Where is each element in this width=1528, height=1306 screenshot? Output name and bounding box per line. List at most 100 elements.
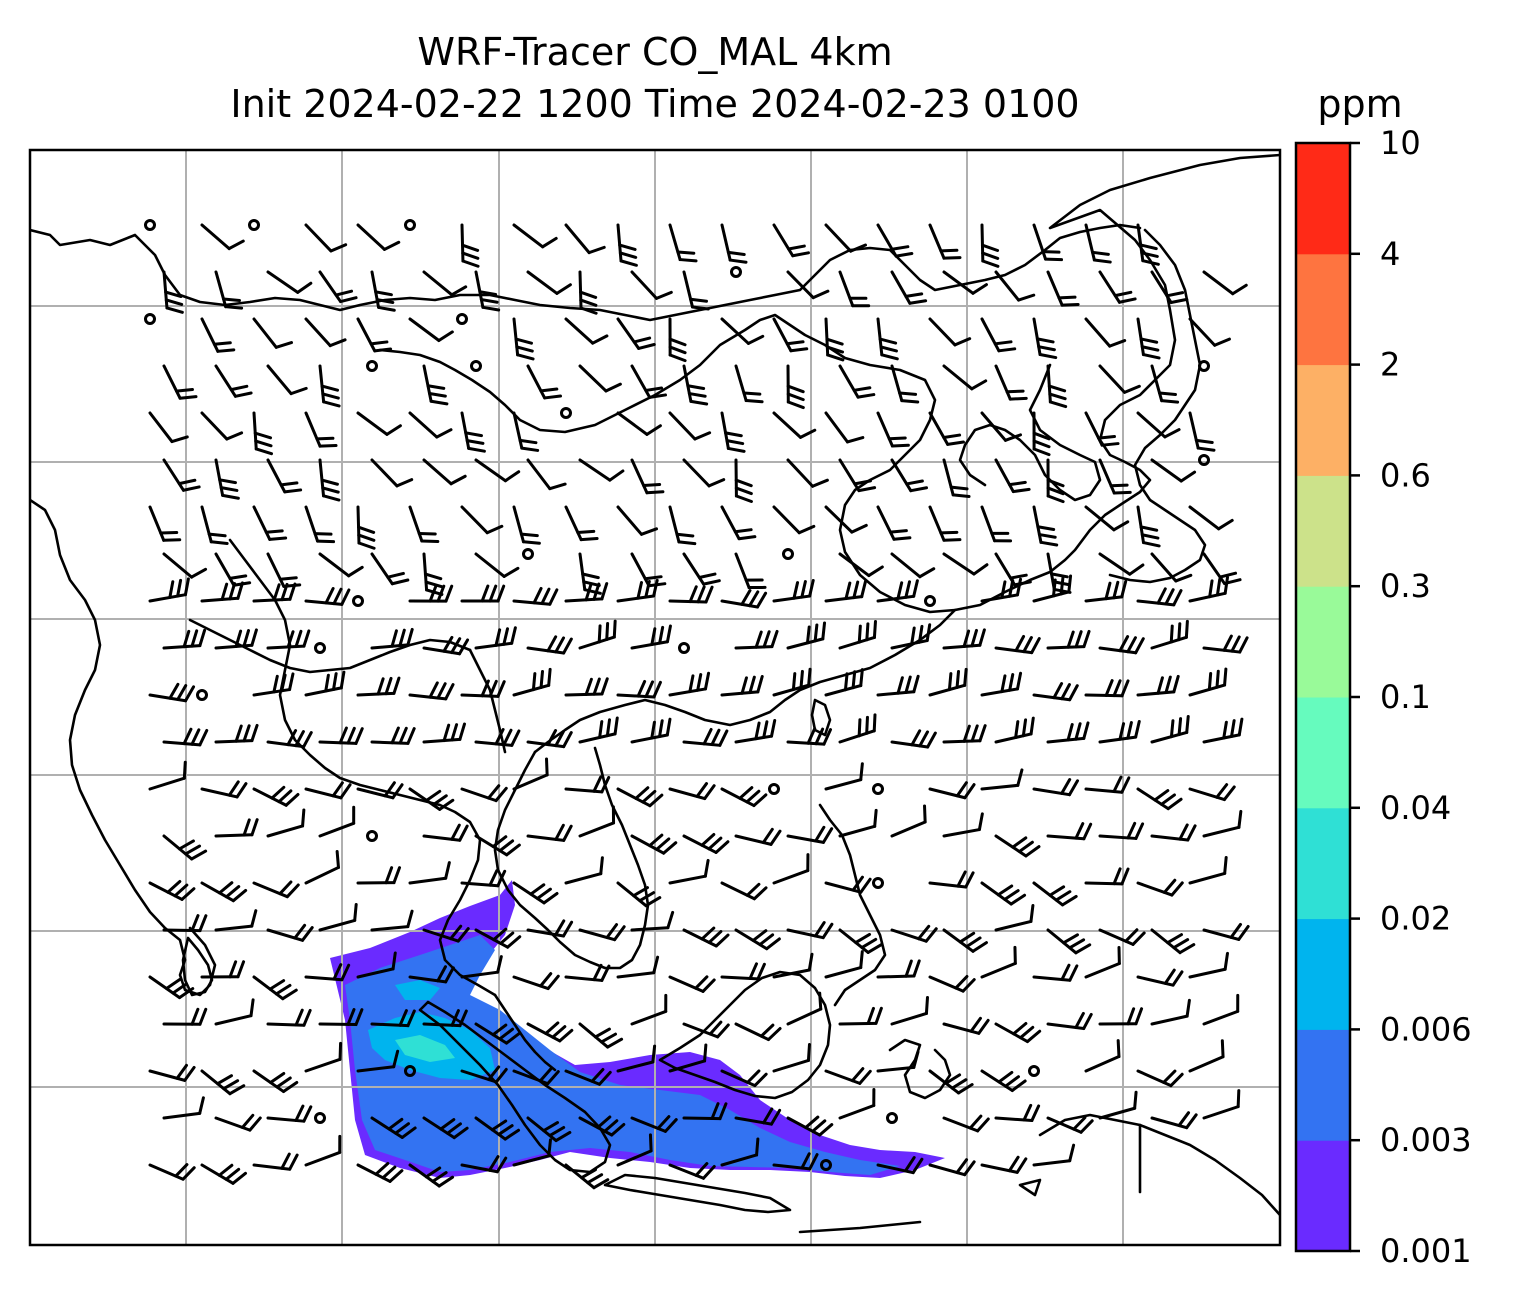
wind-barb [252, 317, 294, 349]
wind-barb [876, 223, 914, 258]
wind-barb [474, 552, 520, 578]
wind-barb [460, 505, 504, 535]
wind-barb [890, 804, 927, 838]
wind-barb [734, 458, 753, 503]
wind-barb [356, 317, 393, 353]
wind-barb [408, 861, 451, 885]
colorbar-tick-label: 0.3 [1380, 567, 1431, 605]
wind-barb [370, 909, 414, 932]
wind-barb [162, 914, 208, 933]
wind-barb [876, 505, 912, 541]
wind-barb [318, 726, 364, 745]
wind-barb [720, 505, 757, 541]
wind-barb [994, 716, 1035, 744]
calm-wind-circle [820, 1159, 832, 1171]
wind-barb [356, 223, 401, 251]
wind-barb [1084, 579, 1128, 603]
wind-barb [252, 880, 300, 899]
wind-barb [994, 1103, 1041, 1122]
wind-barb [370, 627, 414, 650]
wind-barb [720, 786, 768, 808]
wind-barb [720, 317, 765, 345]
wind-barb [1046, 270, 1080, 307]
calm-wind-circle [404, 1065, 416, 1077]
wind-barb [474, 458, 521, 483]
wind-barb [1032, 574, 1073, 603]
wind-barb [668, 1162, 716, 1180]
wind-barb [422, 270, 468, 297]
calm-wind-circle [1028, 1065, 1040, 1077]
wind-barb [578, 364, 622, 393]
wind-barb [668, 782, 716, 801]
calm-wind-circle [872, 783, 884, 795]
wind-barb [1202, 993, 1240, 1026]
wind-barb [630, 458, 665, 495]
wind-barb [526, 1021, 574, 1043]
wind-barb [304, 850, 340, 885]
wind-barbs [148, 223, 1250, 1190]
wind-barb [824, 1067, 872, 1085]
wind-barb [720, 589, 768, 609]
wind-barb [1098, 458, 1132, 495]
wind-barb [1188, 667, 1228, 697]
wind-barb [616, 786, 664, 808]
wind-barb [304, 963, 351, 982]
wind-barb [1150, 270, 1189, 305]
wind-barb [304, 317, 347, 348]
wind-barb [460, 223, 480, 268]
coast-china-south [533, 608, 957, 754]
wind-barb [304, 505, 336, 544]
wind-barb [1084, 1039, 1121, 1073]
wind-barb [578, 270, 598, 315]
wind-barb [1084, 411, 1120, 447]
wind-barb [838, 619, 877, 650]
calm-wind-circle [248, 219, 260, 231]
wind-barb [1150, 998, 1191, 1026]
wind-barb [1150, 552, 1193, 583]
wind-barb [526, 729, 573, 749]
coast-indochina [493, 746, 650, 970]
wind-barb [734, 928, 781, 951]
wind-barb [1098, 821, 1145, 840]
wind-barb [994, 364, 1028, 401]
wind-barb [370, 552, 410, 586]
wind-barb [682, 458, 726, 488]
wind-barb [876, 674, 920, 697]
wind-barb [214, 364, 253, 398]
wind-barb [994, 904, 1035, 932]
wind-barb [474, 728, 521, 747]
wind-barb [838, 928, 884, 954]
wind-barb [942, 1114, 990, 1133]
calm-wind-circle [196, 689, 208, 701]
wind-barb [1046, 364, 1068, 409]
wind-barb [668, 975, 716, 993]
colorbar-tick-label: 0.006 [1380, 1010, 1472, 1048]
wind-barb [526, 823, 573, 842]
wind-barb [578, 458, 625, 482]
wind-barb [148, 760, 187, 791]
wind-barb [1136, 674, 1180, 697]
wind-barb [408, 317, 454, 343]
wind-barb [928, 667, 968, 697]
wind-barb [786, 458, 829, 488]
wind-barb [838, 364, 876, 399]
wind-barb [890, 924, 938, 943]
wind-barb [838, 270, 871, 308]
wind-barb [876, 317, 899, 361]
wind-barb [304, 670, 346, 697]
wind-barb [928, 1158, 976, 1177]
wind-barb [564, 582, 609, 603]
wind-barb [786, 727, 833, 746]
coast-java [603, 1173, 792, 1214]
wind-barb [162, 628, 207, 650]
wind-barb [1098, 1090, 1138, 1120]
wind-barb [512, 505, 541, 545]
coast-korea [958, 363, 1102, 502]
wind-barb [1084, 505, 1130, 532]
wind-barb [772, 505, 816, 535]
wind-barb [928, 975, 976, 993]
wind-barb [994, 634, 1041, 655]
wind-barb [1098, 719, 1141, 744]
wind-barb [474, 626, 517, 650]
